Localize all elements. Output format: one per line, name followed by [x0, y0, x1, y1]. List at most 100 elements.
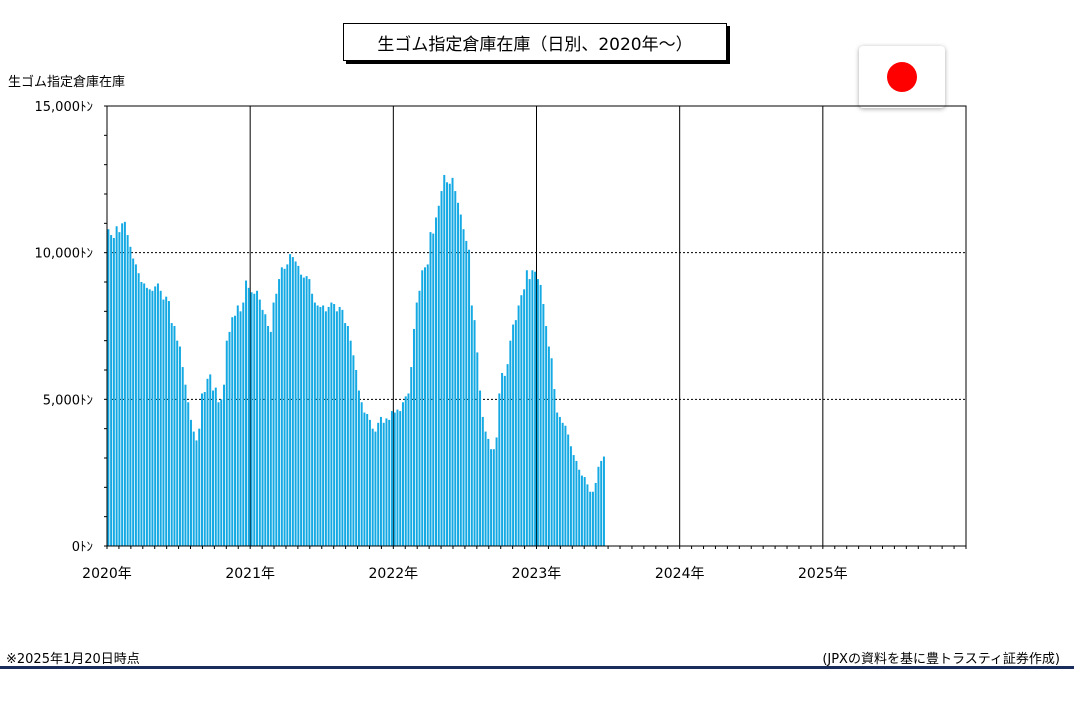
bar	[520, 295, 523, 546]
bar	[476, 352, 479, 546]
bar	[583, 477, 586, 546]
bar	[217, 402, 220, 546]
footer-divider	[0, 666, 1074, 669]
bar	[335, 311, 338, 546]
bar	[300, 274, 303, 546]
bar	[506, 364, 509, 546]
bar	[272, 302, 275, 546]
x-year-label: 2025年	[798, 566, 848, 582]
bar	[156, 283, 159, 546]
bar	[302, 277, 305, 546]
bar	[443, 174, 446, 546]
bar	[162, 299, 165, 546]
bar	[330, 302, 333, 546]
bar	[223, 384, 226, 546]
bar	[355, 370, 358, 546]
bar	[539, 284, 542, 546]
bar	[333, 304, 336, 546]
bar	[396, 409, 399, 546]
bar	[440, 191, 443, 547]
x-year-label: 2020年	[82, 566, 132, 582]
bar	[313, 302, 316, 546]
bar	[234, 315, 237, 546]
bar	[536, 279, 539, 546]
bar	[209, 374, 212, 546]
bar	[165, 296, 168, 546]
bar	[170, 323, 173, 546]
bar	[492, 449, 495, 546]
bar	[206, 378, 209, 546]
bar	[429, 232, 432, 546]
bar	[498, 393, 501, 546]
bar	[473, 320, 476, 546]
bar	[118, 232, 121, 546]
bar	[107, 229, 110, 546]
bar	[115, 226, 118, 546]
bar	[261, 309, 264, 546]
bar	[245, 280, 248, 546]
bar	[129, 246, 132, 547]
bar	[401, 402, 404, 546]
bar	[479, 390, 482, 546]
bar	[151, 290, 154, 546]
bar	[283, 268, 286, 546]
bar	[267, 326, 270, 546]
bar	[600, 460, 603, 546]
x-year-label: 2024年	[655, 566, 705, 582]
bar	[503, 375, 506, 546]
bar	[250, 292, 253, 546]
bar	[490, 449, 493, 546]
bar	[184, 384, 187, 546]
bar	[322, 305, 325, 546]
bar	[437, 205, 440, 546]
bar	[462, 229, 465, 546]
bar	[195, 440, 198, 546]
bar	[547, 346, 550, 546]
bar	[327, 306, 330, 546]
bar	[509, 340, 512, 546]
bar	[346, 326, 349, 546]
bar	[468, 249, 471, 546]
bar	[366, 414, 369, 546]
bar	[368, 419, 371, 546]
bar	[231, 317, 234, 546]
bar	[275, 293, 278, 546]
bar	[258, 299, 261, 546]
bar-series	[107, 174, 605, 547]
bar	[264, 314, 267, 546]
bar	[470, 305, 473, 546]
bar	[159, 290, 162, 546]
bar	[531, 270, 534, 546]
bar	[269, 331, 272, 546]
bar	[495, 437, 498, 546]
bar	[132, 258, 135, 546]
bar	[126, 235, 129, 547]
bar	[214, 387, 217, 546]
bar	[594, 482, 597, 546]
source-note: (JPXの資料を基に豊トラスティ証券作成)	[822, 652, 1060, 667]
bar	[140, 282, 143, 546]
bar	[553, 389, 556, 546]
bar	[178, 346, 181, 546]
bar	[374, 431, 377, 546]
bar	[545, 326, 548, 546]
bar	[319, 306, 322, 546]
bar	[225, 340, 228, 546]
chart-title: 生ゴム指定倉庫在庫（日別、2020年～）	[343, 23, 727, 61]
bar	[280, 267, 283, 546]
bar	[589, 491, 592, 546]
bar	[242, 302, 245, 546]
bar	[484, 431, 487, 546]
bar	[154, 286, 157, 546]
bar	[412, 328, 415, 546]
bar	[424, 267, 426, 546]
bar	[602, 456, 605, 546]
bar	[514, 320, 517, 546]
bar	[247, 287, 250, 546]
bar	[459, 214, 462, 547]
bar	[465, 240, 468, 546]
bar	[344, 323, 347, 546]
bar	[407, 393, 410, 546]
bar	[220, 399, 223, 546]
bar	[357, 390, 360, 546]
